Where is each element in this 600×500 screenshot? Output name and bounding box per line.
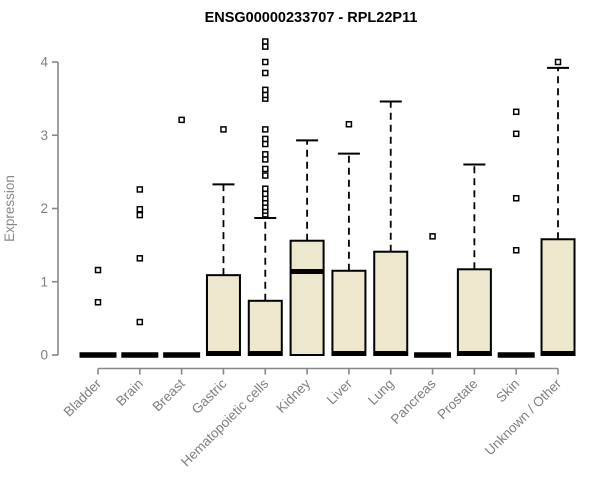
x-tick-label: Lung <box>365 376 397 408</box>
outlier-point <box>136 318 144 326</box>
box-rect <box>205 274 241 356</box>
x-tick-label: Unknown / Other <box>482 376 565 459</box>
outlier-point <box>136 255 144 262</box>
outlier-point <box>136 205 144 213</box>
box-rect <box>540 238 576 356</box>
outlier-point <box>262 140 269 148</box>
box-rect <box>373 250 409 356</box>
outlier-point <box>178 116 185 124</box>
outlier-point <box>262 38 269 45</box>
box-rect <box>247 299 283 357</box>
outlier-point <box>136 186 144 193</box>
outlier-point <box>262 43 269 50</box>
outlier-point <box>262 185 269 192</box>
chart-title: ENSG00000233707 - RPL22P11 <box>205 10 418 26</box>
outlier-point <box>262 156 269 163</box>
outlier-point <box>220 126 227 133</box>
box-rect <box>331 269 367 357</box>
outlier-point <box>512 247 520 254</box>
outlier-point <box>262 69 269 77</box>
y-tick-label: 2 <box>40 201 48 216</box>
outlier-point <box>512 130 520 138</box>
y-tick-label: 3 <box>40 128 48 143</box>
outlier-point <box>94 266 102 274</box>
outlier-point <box>554 58 562 66</box>
y-tick-label: 1 <box>40 274 48 289</box>
x-tick-label: Pancreas <box>388 376 439 427</box>
outlier-point <box>262 165 269 173</box>
box-rect <box>289 239 325 356</box>
x-tick-label: Gastric <box>189 376 230 417</box>
outlier-point <box>262 58 269 66</box>
outlier-point <box>345 121 353 128</box>
outlier-point <box>512 194 520 202</box>
outlier-point <box>262 151 269 158</box>
y-axis-title: Expression <box>2 175 17 242</box>
x-tick-label: Brain <box>113 376 146 409</box>
outlier-point <box>262 135 269 143</box>
outlier-point <box>94 299 102 306</box>
outlier-point <box>262 86 269 94</box>
outlier-point <box>262 190 269 198</box>
x-tick-label: Bladder <box>61 376 105 420</box>
x-tick-label: Breast <box>150 376 188 414</box>
x-tick-label: Kidney <box>273 376 313 416</box>
outlier-point <box>512 108 520 116</box>
x-tick-label: Liver <box>324 376 356 408</box>
box-rect <box>456 268 492 356</box>
outlier-point <box>262 126 269 133</box>
x-tick-label: Skin <box>493 376 522 405</box>
y-tick-label: 4 <box>40 55 48 70</box>
outlier-point <box>262 91 269 99</box>
outlier-point <box>429 233 436 240</box>
outlier-point <box>262 172 269 179</box>
outlier-point <box>136 211 144 219</box>
y-tick-label: 0 <box>40 348 48 363</box>
x-tick-label: Prostate <box>434 376 480 422</box>
